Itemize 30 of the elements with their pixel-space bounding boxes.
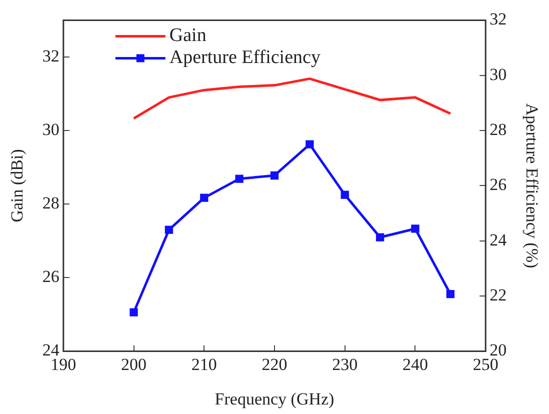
y2-tick-label: 24 — [490, 230, 508, 250]
point — [376, 233, 384, 242]
x-tick-label: 210 — [191, 354, 217, 374]
point — [340, 190, 349, 199]
y2-tick-label: 22 — [490, 286, 507, 304]
y-tick-label: 30 — [42, 120, 60, 139]
x-tick-label: 240 — [402, 354, 428, 374]
x-tick-label: 230 — [332, 354, 358, 374]
y2-axis-title: Aperture Efficiency (%) — [522, 103, 542, 268]
y2-tick-label: 28 — [490, 120, 507, 139]
x-axis-title: Frequency (GHz) — [214, 389, 334, 408]
point — [200, 194, 208, 202]
x-tick-label: 200 — [121, 354, 147, 374]
legend-label: Gain — [169, 25, 207, 46]
point — [270, 171, 279, 180]
y-tick-label: 28 — [42, 194, 60, 213]
point — [411, 224, 420, 233]
y2-tick-label: 32 — [490, 10, 507, 29]
y2-tick-label: 26 — [490, 175, 507, 194]
point — [164, 226, 174, 234]
point — [130, 308, 138, 316]
point — [306, 140, 314, 148]
point — [235, 174, 244, 183]
y2-tick-label: 30 — [490, 64, 507, 84]
legend-label: Aperture Efficiency — [169, 47, 321, 68]
y-axis-title: Gain (dBi) — [8, 149, 27, 222]
y-tick-label: 26 — [42, 267, 60, 286]
x-tick-label: 220 — [262, 354, 288, 374]
point — [446, 290, 454, 298]
y-tick-label: 32 — [42, 46, 60, 66]
